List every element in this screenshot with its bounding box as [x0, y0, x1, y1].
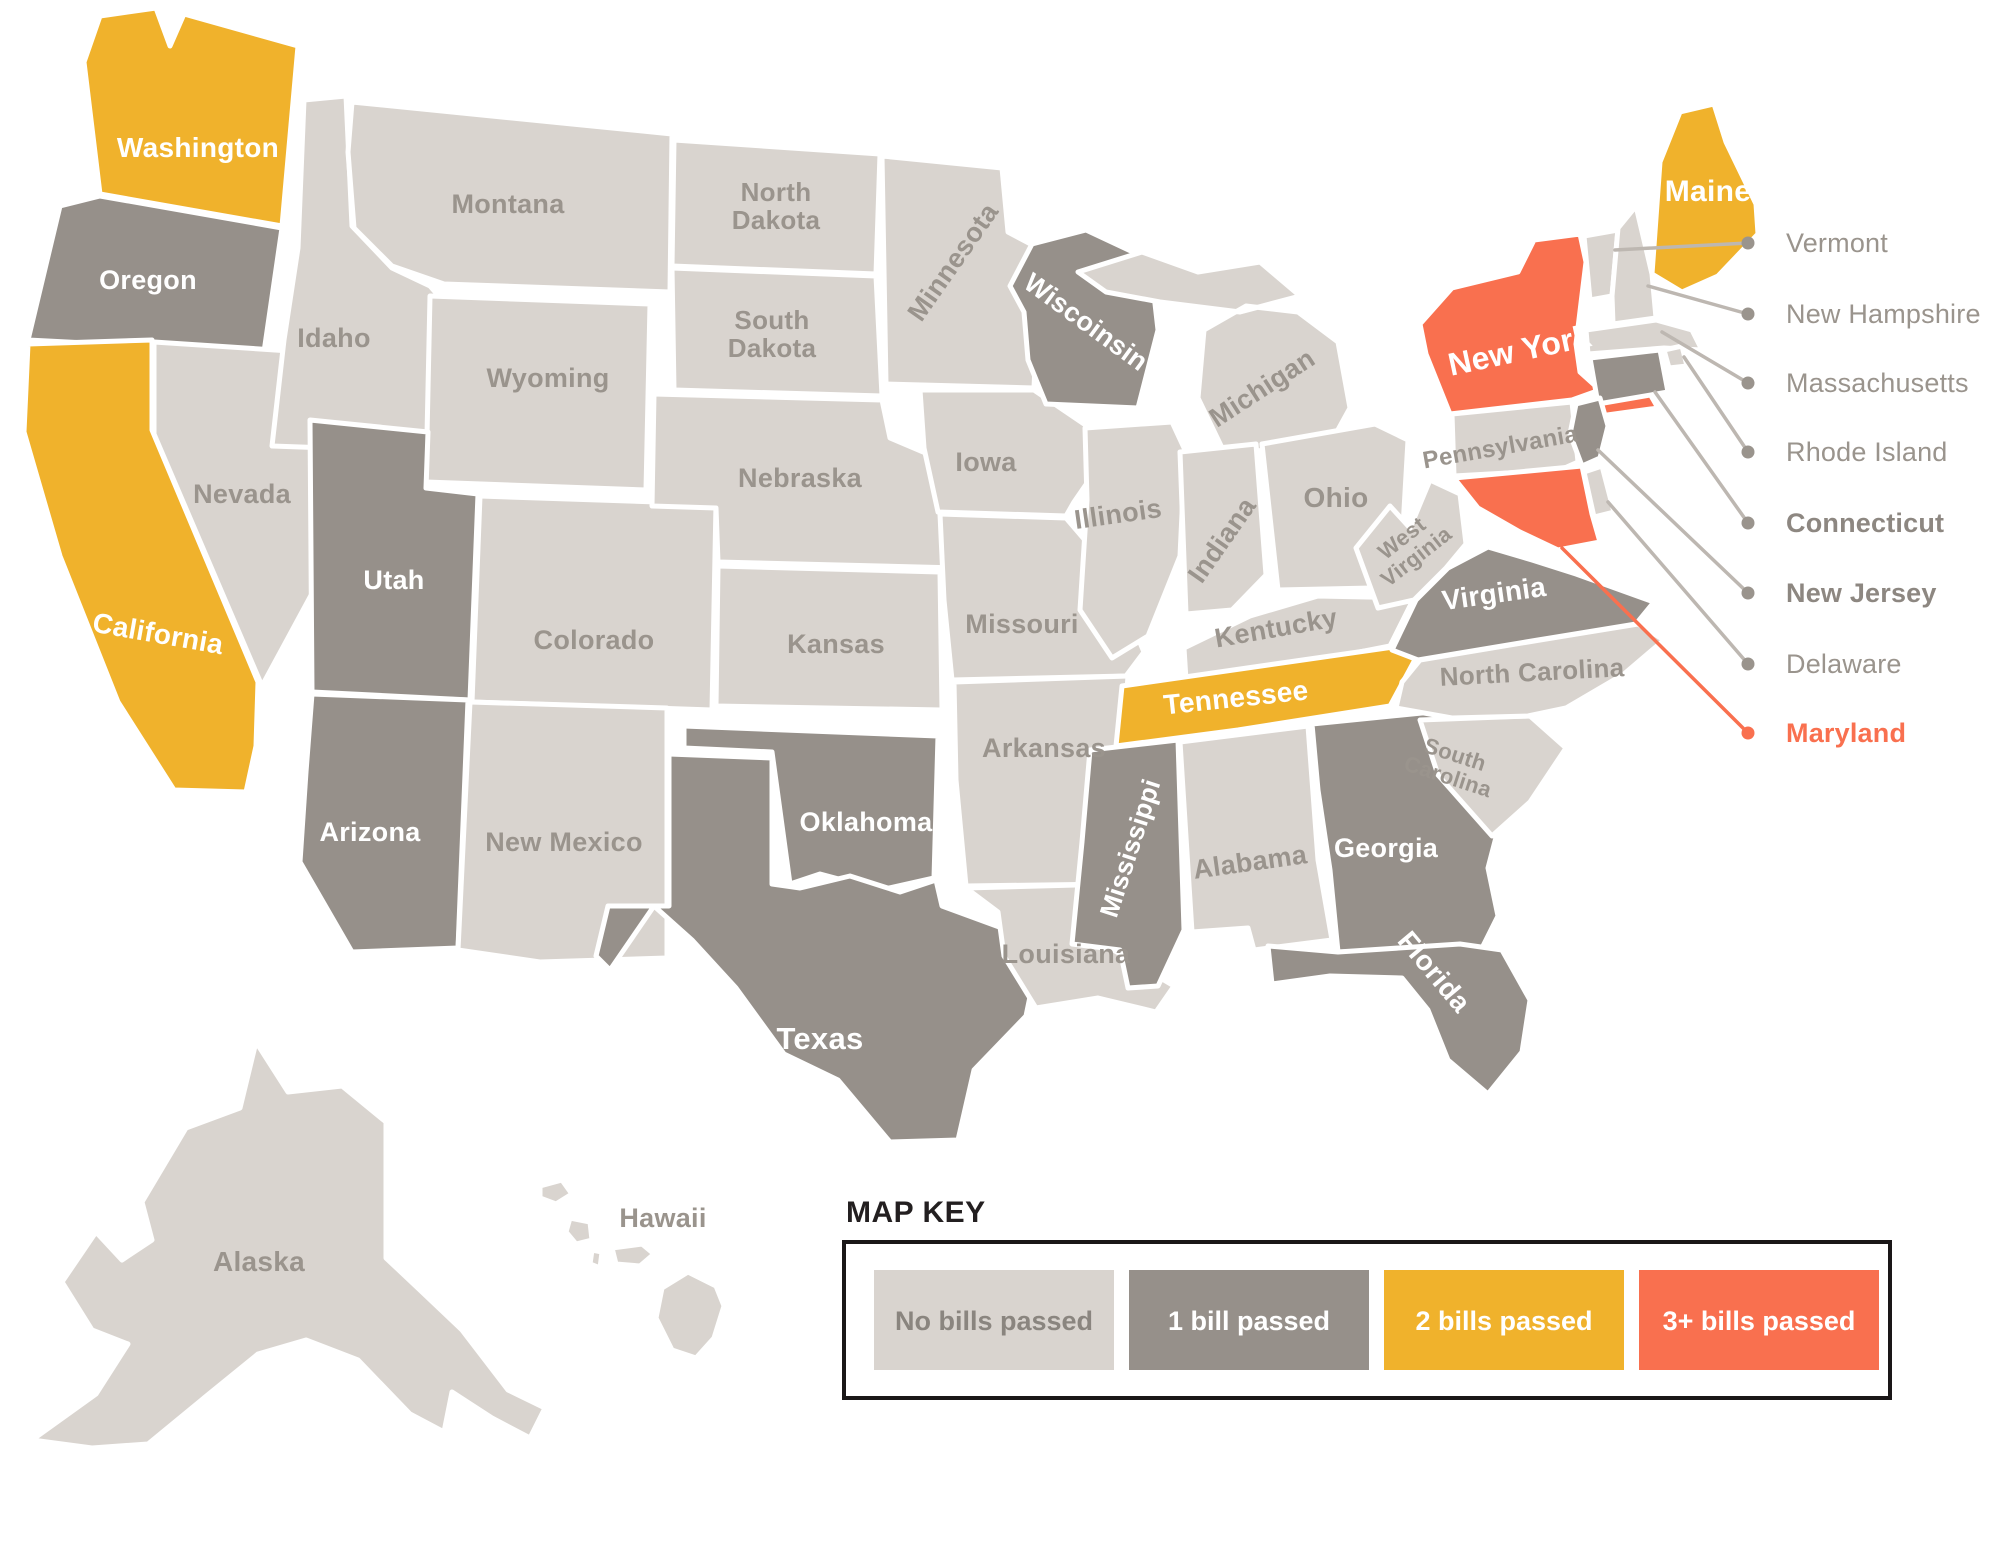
legend-swatch-3 — [1639, 1270, 1879, 1370]
map-key-title: MAP KEY — [846, 1196, 986, 1229]
state-indiana — [1177, 441, 1269, 617]
state-hawaii — [537, 1177, 727, 1361]
state-texas — [593, 751, 1041, 1145]
legend-label-0: No bills passed — [895, 1306, 1093, 1336]
legend-label-3: 3+ bills passed — [1663, 1306, 1856, 1336]
callout-dot-maryland — [1741, 726, 1755, 740]
callout-line-rhode-island — [1682, 355, 1750, 454]
northeast-callouts: Vermont New Hampshire Massachusetts Rhode I… — [1560, 228, 1981, 748]
state-labels-layer: WashingtonOregonCaliforniaNevadaIdahoMon… — [90, 132, 1751, 1277]
state-oregon — [25, 193, 285, 355]
callout-label-vermont: Vermont — [1786, 228, 1888, 258]
callout-dot-new-hampshire — [1741, 307, 1755, 321]
state-label-arkansas: Arkansas — [982, 733, 1106, 763]
legend-swatch-0 — [874, 1270, 1114, 1370]
state-michigan — [1075, 249, 1353, 455]
state-label-louisiana: Louisiana — [1002, 939, 1131, 969]
states-layer — [21, 5, 1761, 1451]
state-label-maine: Maine — [1665, 175, 1752, 208]
state-alabama — [1177, 723, 1335, 953]
callout-label-massachusetts: Massachusetts — [1786, 368, 1969, 398]
state-colorado — [469, 493, 719, 713]
state-label-iowa: Iowa — [955, 447, 1017, 477]
state-label-hawaii: Hawaii — [619, 1203, 706, 1233]
state-mississippi — [1069, 737, 1187, 991]
callout-line-delaware — [1606, 500, 1750, 666]
state-south-dakota — [669, 265, 885, 399]
legend-label-1: 1 bill passed — [1168, 1306, 1330, 1336]
state-label-georgia: Georgia — [1334, 833, 1439, 863]
map-key: MAP KEY No bills passed 1 bill passed 2 bi… — [842, 1196, 1892, 1400]
state-label-kansas: Kansas — [787, 629, 885, 659]
state-label-idaho: Idaho — [297, 323, 371, 353]
state-oklahoma — [681, 723, 941, 893]
legend-swatch-1 — [1129, 1270, 1369, 1370]
callout-label-connecticut: Connecticut — [1786, 508, 1944, 538]
callout-line-vermont — [1613, 241, 1750, 252]
state-label-arizona: Arizona — [319, 817, 421, 847]
legend-label-2: 2 bills passed — [1415, 1306, 1592, 1336]
callout-dot-new-jersey — [1741, 586, 1755, 600]
state-label-alaska: Alaska — [213, 1246, 305, 1277]
callout-line-new-jersey — [1596, 448, 1750, 595]
state-label-utah: Utah — [363, 565, 424, 595]
state-label-oklahoma: Oklahoma — [800, 807, 934, 837]
state-label-washington: Washington — [117, 132, 279, 163]
state-wyoming — [423, 293, 653, 493]
callout-dot-vermont — [1741, 236, 1755, 250]
state-label-montana: Montana — [451, 189, 565, 219]
state-label-ohio: Ohio — [1304, 482, 1369, 513]
legend-swatch-2 — [1384, 1270, 1624, 1370]
state-maryland — [1451, 463, 1603, 553]
state-label-missouri: Missouri — [965, 609, 1078, 639]
state-kansas — [713, 563, 945, 713]
state-rhode-island — [1661, 343, 1690, 371]
state-label-oregon: Oregon — [99, 265, 197, 295]
callout-dot-massachusetts — [1741, 376, 1755, 390]
state-label-colorado: Colorado — [534, 625, 655, 655]
state-washington — [81, 5, 301, 229]
callout-dot-delaware — [1741, 657, 1755, 671]
callout-dot-rhode-island — [1741, 445, 1755, 459]
state-label-south-dakota: South Dakota — [728, 305, 817, 363]
state-new-hampshire — [1609, 203, 1659, 327]
state-florida — [1265, 941, 1533, 1097]
callout-label-rhode-island: Rhode Island — [1786, 437, 1948, 467]
state-west-virginia — [1353, 477, 1469, 611]
state-connecticut — [1587, 347, 1671, 407]
state-label-texas: Texas — [776, 1021, 863, 1056]
state-label-nevada: Nevada — [193, 479, 292, 509]
callout-line-massachusetts — [1660, 330, 1750, 385]
state-arizona — [297, 691, 471, 955]
callout-label-maryland: Maryland — [1786, 718, 1906, 748]
callout-label-new-jersey: New Jersey — [1786, 578, 1937, 608]
callout-line-maryland — [1560, 546, 1750, 735]
callout-label-new-hampshire: New Hampshire — [1786, 299, 1981, 329]
state-label-north-dakota: North Dakota — [732, 177, 821, 235]
callout-dot-connecticut — [1741, 516, 1755, 530]
state-label-new-mexico: New Mexico — [485, 827, 643, 857]
state-illinois — [1077, 419, 1188, 661]
callout-line-connecticut — [1653, 390, 1750, 525]
callout-line-new-hampshire — [1646, 284, 1750, 316]
callout-label-delaware: Delaware — [1786, 649, 1902, 679]
state-label-wyoming: Wyoming — [486, 363, 609, 393]
state-label-nebraska: Nebraska — [738, 463, 863, 493]
state-alaska — [29, 1039, 548, 1451]
